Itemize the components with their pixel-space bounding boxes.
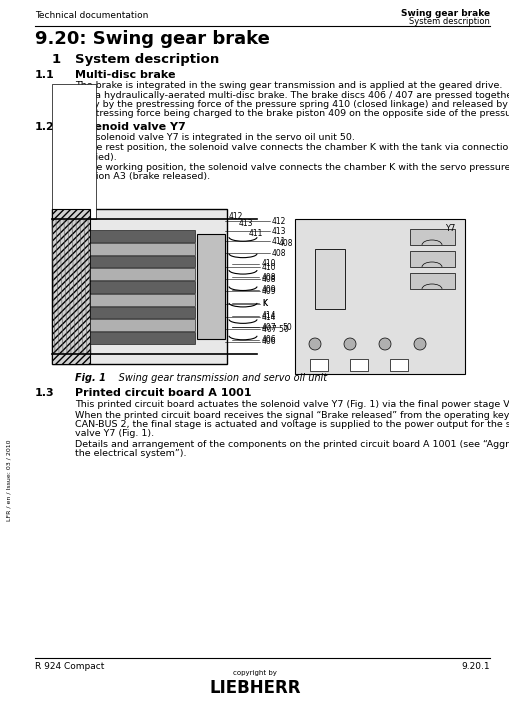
Circle shape	[308, 338, 320, 350]
Bar	[90, 294, 194, 306]
Text: 1.3: 1.3	[35, 388, 54, 398]
Text: 50: 50	[281, 322, 291, 332]
Text: 409: 409	[262, 286, 276, 294]
Text: nection A3 (brake released).: nection A3 (brake released).	[75, 172, 210, 182]
Text: applied).: applied).	[75, 152, 117, 162]
Bar	[90, 281, 194, 293]
Circle shape	[413, 338, 425, 350]
Text: 410: 410	[262, 259, 276, 269]
Text: System description: System description	[408, 17, 489, 26]
Text: 410: 410	[262, 263, 276, 271]
Text: It is a hydraulically-aerated multi-disc brake. The brake discs 406 / 407 are pr: It is a hydraulically-aerated multi-disc…	[75, 90, 509, 100]
Text: When the printed circuit board receives the signal “Brake released” from the ope: When the printed circuit board receives …	[75, 411, 509, 419]
Circle shape	[378, 338, 390, 350]
Text: 412: 412	[271, 217, 286, 225]
Text: 408: 408	[262, 273, 276, 281]
Text: ically by the prestressing force of the pressure spring 410 (closed linkage) and: ically by the prestressing force of the …	[75, 100, 509, 109]
Circle shape	[344, 338, 355, 350]
Bar	[90, 320, 194, 331]
Bar	[409, 229, 454, 245]
Text: K: K	[262, 299, 267, 309]
Text: 409: 409	[262, 286, 276, 296]
Bar	[90, 269, 194, 280]
Text: LIEBHERR: LIEBHERR	[209, 679, 300, 697]
Text: copyright by: copyright by	[233, 670, 276, 676]
Text: LFR / en / Issue: 03 / 2010: LFR / en / Issue: 03 / 2010	[7, 439, 12, 521]
Text: 411: 411	[271, 236, 286, 246]
Bar	[389, 359, 407, 371]
Text: Technical documentation: Technical documentation	[35, 11, 148, 20]
Text: the electrical system”).: the electrical system”).	[75, 449, 186, 459]
Text: Swing gear brake: Swing gear brake	[400, 9, 489, 18]
Text: 407: 407	[262, 322, 276, 332]
Text: The brake is integrated in the swing gear transmission and is applied at the gea: The brake is integrated in the swing gea…	[75, 81, 501, 90]
Bar	[196, 234, 224, 339]
Text: In the rest position, the solenoid valve connects the chamber K with the tank vi: In the rest position, the solenoid valve…	[75, 143, 509, 152]
Text: R 924 Compact: R 924 Compact	[35, 662, 104, 671]
Text: K: K	[262, 299, 267, 307]
Text: Solenoid valve Y7: Solenoid valve Y7	[75, 122, 185, 132]
Text: Y7: Y7	[444, 224, 455, 233]
Text: 1.2: 1.2	[35, 122, 54, 132]
Text: Multi-disc brake: Multi-disc brake	[75, 70, 175, 80]
Bar	[409, 251, 454, 267]
Text: 9.20.1: 9.20.1	[461, 662, 489, 671]
Text: Details and arrangement of the components on the printed circuit board A 1001 (s: Details and arrangement of the component…	[75, 440, 509, 449]
Bar	[90, 230, 194, 242]
Text: System description: System description	[75, 53, 219, 66]
Bar	[50, 194, 469, 379]
Text: 408: 408	[262, 274, 276, 284]
Text: Fig. 1: Fig. 1	[75, 373, 106, 383]
Text: The solenoid valve Y7 is integrated in the servo oil unit 50.: The solenoid valve Y7 is integrated in t…	[75, 133, 354, 141]
Text: 406: 406	[262, 335, 276, 345]
Text: This printed circuit board actuates the solenoid valve Y7 (Fig. 1) via the final: This printed circuit board actuates the …	[75, 400, 509, 409]
Bar	[90, 332, 194, 344]
Text: 413: 413	[239, 219, 253, 228]
Bar	[90, 307, 194, 319]
Text: 1: 1	[52, 53, 61, 66]
Text: 411: 411	[248, 229, 263, 238]
Text: valve Y7 (Fig. 1).: valve Y7 (Fig. 1).	[75, 429, 154, 439]
Text: prestressing force being charged to the brake piston 409 on the opposite side of: prestressing force being charged to the …	[75, 110, 509, 118]
Text: 408: 408	[278, 239, 293, 248]
Bar	[90, 243, 194, 255]
Bar	[294, 219, 464, 374]
Bar	[349, 359, 367, 371]
Bar	[52, 209, 90, 364]
Text: 414: 414	[262, 312, 276, 320]
Text: Printed circuit board A 1001: Printed circuit board A 1001	[75, 388, 251, 398]
Text: 406: 406	[262, 337, 276, 347]
Text: CAN-BUS 2, the final stage is actuated and voltage is supplied to the power outp: CAN-BUS 2, the final stage is actuated a…	[75, 420, 509, 429]
Bar	[309, 359, 327, 371]
Text: 1.1: 1.1	[35, 70, 54, 80]
Bar	[52, 84, 96, 219]
Bar	[90, 256, 194, 267]
Bar	[315, 249, 344, 309]
Text: 414: 414	[262, 312, 276, 322]
Text: 412: 412	[229, 212, 243, 221]
Text: 9.20: Swing gear brake: 9.20: Swing gear brake	[35, 30, 269, 48]
Bar	[52, 209, 227, 364]
Text: In the working position, the solenoid valve connects the chamber K with the serv: In the working position, the solenoid va…	[75, 163, 509, 172]
Text: Swing gear transmission and servo oil unit: Swing gear transmission and servo oil un…	[103, 373, 326, 383]
Text: 407 50: 407 50	[262, 325, 288, 333]
Text: 413: 413	[271, 226, 286, 236]
Bar	[409, 273, 454, 289]
Text: 408: 408	[271, 248, 286, 258]
